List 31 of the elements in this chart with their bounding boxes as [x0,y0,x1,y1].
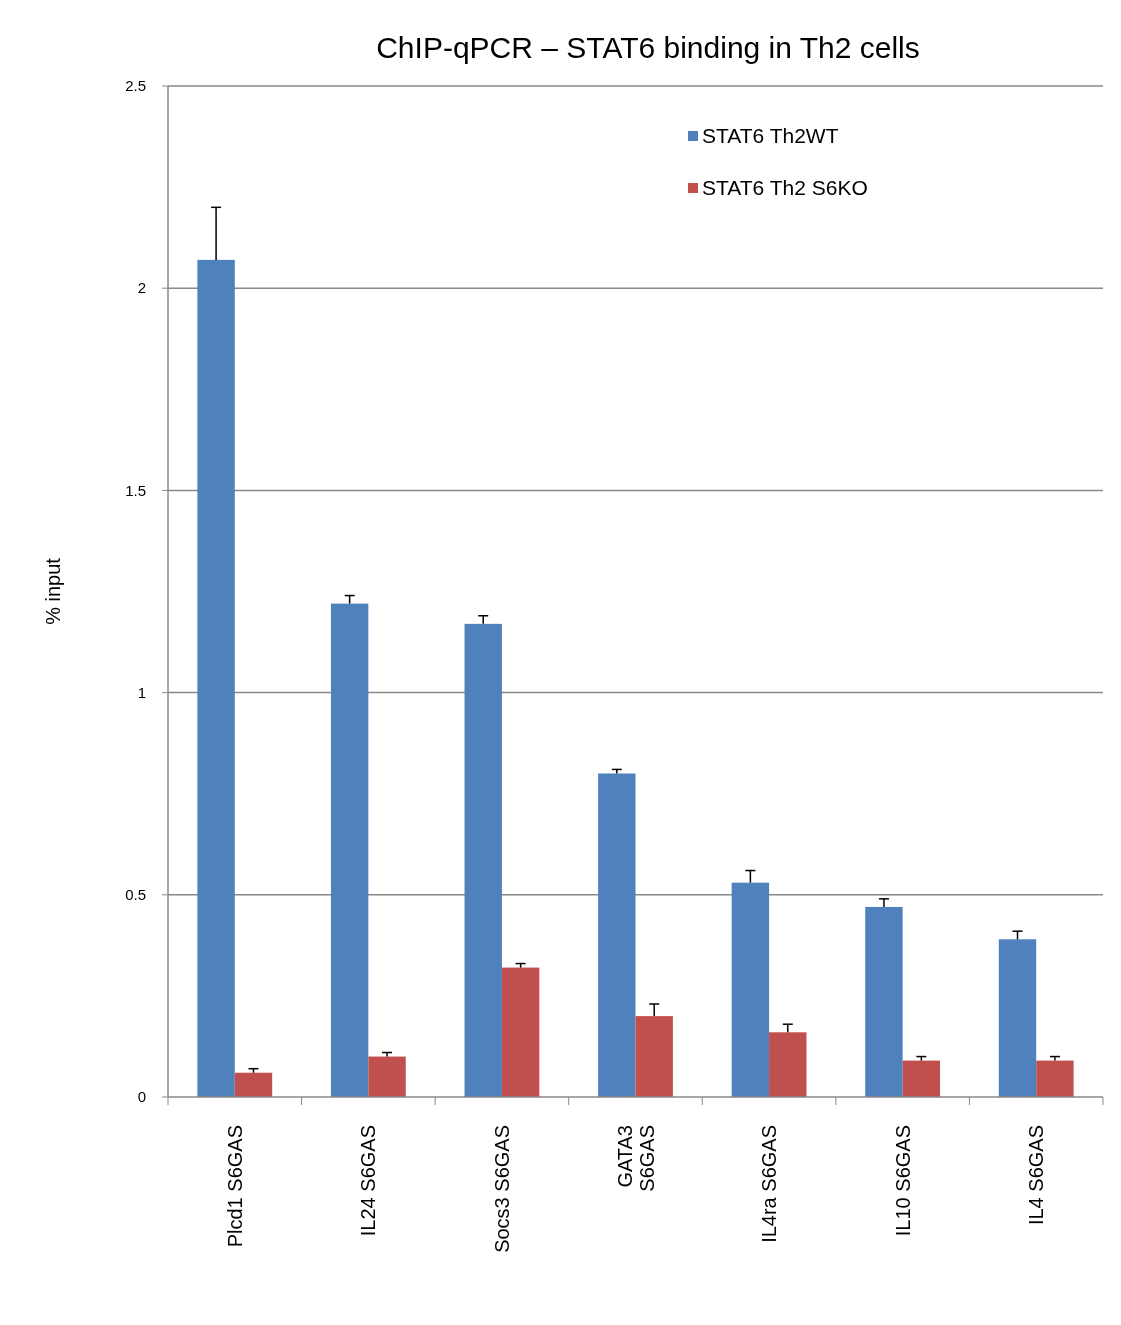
legend-label: STAT6 Th2WT [702,124,839,147]
x-tick-label: IL4ra S6GAS [758,1125,781,1243]
bar [998,939,1037,1097]
y-axis-title: % input [42,557,64,625]
y-tick-label: 2.5 [125,77,146,95]
bar [234,1072,273,1097]
legend-label: STAT6 Th2 S6KO [702,176,868,199]
bar [197,259,235,1097]
bar [598,773,636,1097]
bar [731,882,770,1097]
bar [902,1060,941,1097]
x-tick-label: Plcd1 S6GAS [223,1125,246,1248]
bar [464,623,502,1097]
bar [1036,1060,1074,1097]
bar [635,1016,673,1097]
bar [368,1056,406,1097]
x-tick-label: IL4 S6GAS [1025,1125,1048,1226]
y-tick-label: 0.5 [125,886,146,904]
bar [501,967,540,1097]
x-tick-label: IL10 S6GAS [891,1125,914,1237]
x-tick-label: IL24 S6GAS [357,1125,380,1237]
x-tick-label: Socs3 S6GAS [490,1125,513,1253]
x-tick-label: GATA3 S6GAS [613,1125,658,1192]
y-tick-label: 1 [137,683,146,701]
bar [769,1032,807,1097]
y-tick-label: 2 [137,279,146,297]
y-tick-label: 0 [137,1088,146,1106]
chart-title: ChIP-qPCR – STAT6 binding in Th2 cells [376,31,920,64]
bar [865,906,903,1097]
bar [330,603,369,1097]
y-tick-label: 1.5 [125,481,146,499]
